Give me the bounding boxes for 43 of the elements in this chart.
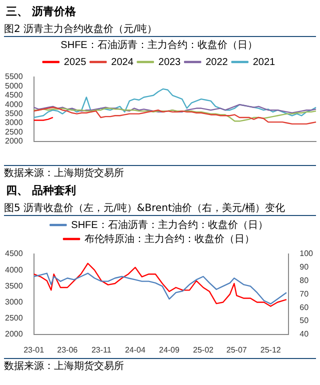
text: 三、 沥青价格 [6,4,77,18]
x-tick-label: 23-01 [24,345,45,354]
source-note: 数据来源：上海期货交易所 [4,165,316,179]
y-tick-label: 3000 [5,118,24,128]
y2-tick-label: 50 [300,316,310,326]
y-tick-label: 4000 [5,100,24,109]
y2-tick-label: 40 [300,330,310,339]
y-tick-label: 4000 [5,265,24,274]
legend-label: 2025 [64,56,87,68]
legend-label: 2022 [206,56,228,68]
chart-title: 图2 沥青主力合约收盘价（元/吨） [4,22,316,37]
y-tick-label: 3500 [5,109,24,118]
legend-label: 布伦特原油：主力合约：收盘价（日） [84,232,254,245]
y2-tick-label: 100 [300,249,314,258]
y-tick-label: 5500 [5,72,24,82]
chart-subtitle: SHFE：石油沥青：主力合约：收盘价（日） [60,38,258,51]
y-tick-label: 2500 [5,314,24,323]
y2-tick-label: 60 [300,302,310,312]
x-tick-label: 25-07 [226,345,248,354]
y-tick-label: 2500 [5,127,24,136]
y-tick-label: 4500 [5,90,24,100]
y2-tick-label: 90 [300,262,310,272]
y-tick-label: 2000 [5,136,24,146]
y-tick-label: 3000 [5,297,24,306]
x-tick-label: 24-04 [124,345,146,354]
chart-title: 图5 沥青收盘价（左，元/吨）&Brent油价（右，美元/桶）变化 [4,201,316,216]
source-note: 数据来源：上海期货交易所 [4,358,316,372]
legend-label: 2021 [252,56,276,68]
y-tick-label: 5000 [5,81,24,90]
x-tick-label: 25-12 [260,345,282,354]
y-tick-label: 3500 [5,281,24,290]
legend-label: SHFE：石油沥青：主力合约：收盘价（日） [71,218,268,231]
x-tick-label: 23-06 [57,345,78,354]
x-tick-label: 24-09 [158,345,180,354]
x-tick-label: 23-11 [91,345,112,354]
legend-label: 2024 [111,56,134,68]
y-tick-label: 4500 [5,249,24,258]
text: 四、 品种套利 [6,183,77,197]
y-tick-label: 2000 [5,330,24,339]
y2-tick-label: 70 [300,289,310,298]
y2-tick-label: 80 [300,276,310,286]
x-tick-label: 25-02 [193,345,214,354]
legend-label: 2023 [158,56,182,68]
